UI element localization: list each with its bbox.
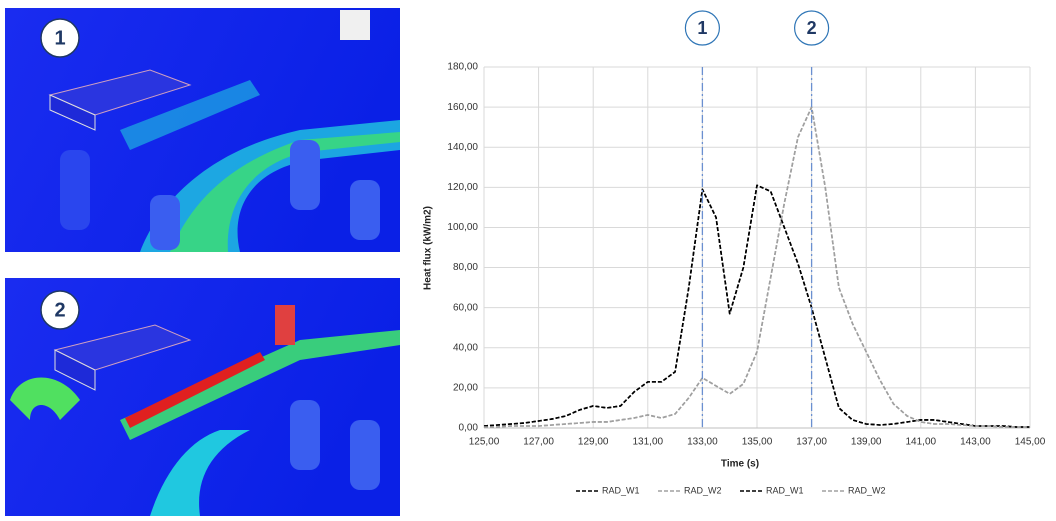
y-axis-label: Heat flux (kW/m2) bbox=[423, 206, 434, 290]
x-tick-label: 127,00 bbox=[523, 437, 554, 448]
legend-label: RAD_W1 bbox=[602, 485, 640, 495]
y-tick-label: 100,00 bbox=[447, 222, 478, 233]
y-tick-label: 0,00 bbox=[459, 423, 479, 434]
marker-label: 1 bbox=[697, 18, 707, 38]
page: 1 2 Time (s) Heat flux (kW/m2) 0,00 20,00… bbox=[0, 0, 1056, 516]
x-tick-label: 143,00 bbox=[960, 437, 991, 448]
y-tick-label: 80,00 bbox=[453, 262, 478, 273]
x-tick-label: 137,00 bbox=[796, 437, 827, 448]
badge: 2 bbox=[41, 291, 79, 329]
x-tick-label: 135,00 bbox=[742, 437, 773, 448]
y-tick-label: 120,00 bbox=[447, 182, 478, 193]
y-tick-label: 140,00 bbox=[447, 142, 478, 153]
x-tick-label: 141,00 bbox=[906, 437, 937, 448]
x-tick-label: 139,00 bbox=[851, 437, 882, 448]
badge-label: 1 bbox=[54, 27, 65, 49]
legend-label: RAD_W1 bbox=[766, 485, 804, 495]
x-axis-label: Time (s) bbox=[721, 459, 759, 470]
x-tick-label: 133,00 bbox=[687, 437, 718, 448]
x-tick-label: 131,00 bbox=[633, 437, 664, 448]
y-tick-label: 160,00 bbox=[447, 102, 478, 113]
badge: 1 bbox=[41, 19, 79, 57]
badge-label: 2 bbox=[54, 299, 65, 321]
legend-label: RAD_W2 bbox=[684, 485, 722, 495]
y-tick-label: 180,00 bbox=[447, 62, 478, 73]
x-tick-label: 129,00 bbox=[578, 437, 609, 448]
x-tick-label: 125,00 bbox=[469, 437, 500, 448]
legend-label: RAD_W2 bbox=[848, 485, 886, 495]
x-tick-label: 145,00 bbox=[1015, 437, 1046, 448]
y-tick-label: 40,00 bbox=[453, 342, 478, 353]
marker-label: 2 bbox=[807, 18, 817, 38]
y-tick-label: 20,00 bbox=[453, 383, 478, 394]
y-tick-label: 60,00 bbox=[453, 302, 478, 313]
